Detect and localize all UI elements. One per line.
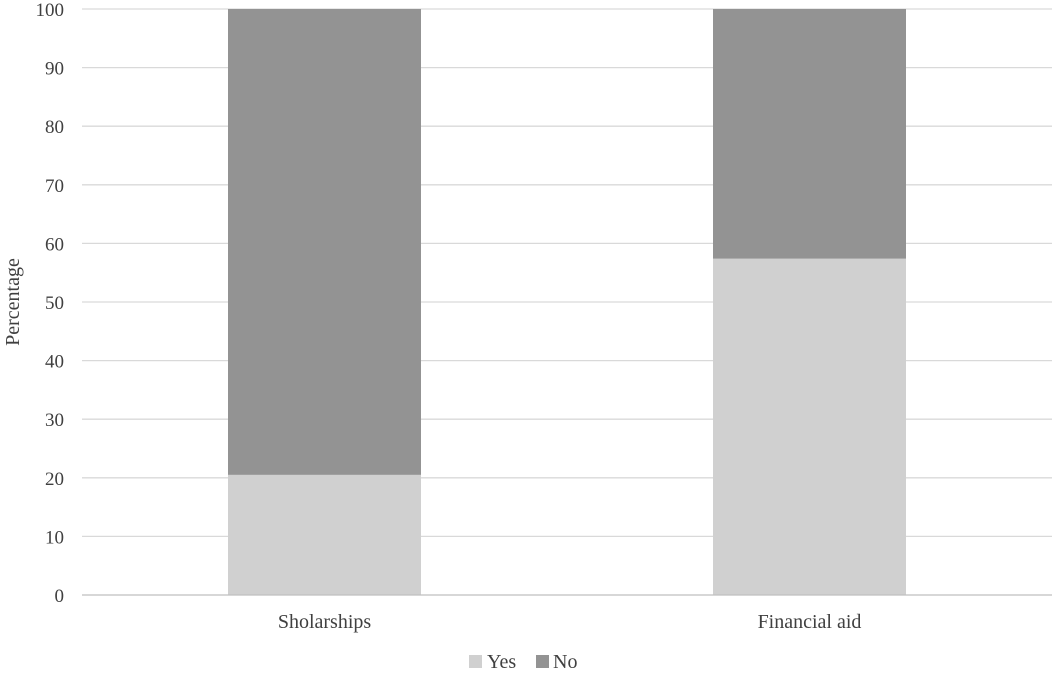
y-tick-label: 80 [45, 117, 64, 138]
y-tick-label: 70 [45, 176, 64, 197]
y-tick-label: 60 [45, 234, 64, 255]
y-tick-label: 30 [45, 410, 64, 431]
y-tick-label: 0 [55, 586, 65, 607]
y-axis-title: Percentage [2, 258, 24, 346]
bar-yes-2 [713, 258, 906, 595]
y-tick-label: 100 [36, 0, 65, 21]
legend-label-yes: Yes [487, 651, 516, 673]
y-tick-label: 40 [45, 352, 64, 373]
legend-swatch-yes [469, 655, 482, 668]
legend: Yes No [469, 651, 577, 673]
y-axis-ticks: 0 10 20 30 40 50 60 70 80 90 100 [36, 0, 65, 607]
x-category-label: Sholarships [278, 611, 372, 633]
y-tick-label: 20 [45, 469, 64, 490]
legend-swatch-no [536, 655, 549, 668]
y-tick-label: 90 [45, 59, 64, 80]
legend-label-no: No [553, 651, 577, 673]
y-tick-label: 10 [45, 527, 64, 548]
gridlines [82, 8, 1052, 538]
x-category-label: Financial aid [758, 611, 862, 633]
x-axis-labels: Sholarships Financial aid [278, 611, 862, 633]
bars [228, 9, 906, 595]
y-tick-label: 50 [45, 293, 64, 314]
bar-yes-1 [228, 474, 421, 595]
bar-no-1 [228, 9, 421, 475]
bar-no-2 [713, 9, 906, 259]
